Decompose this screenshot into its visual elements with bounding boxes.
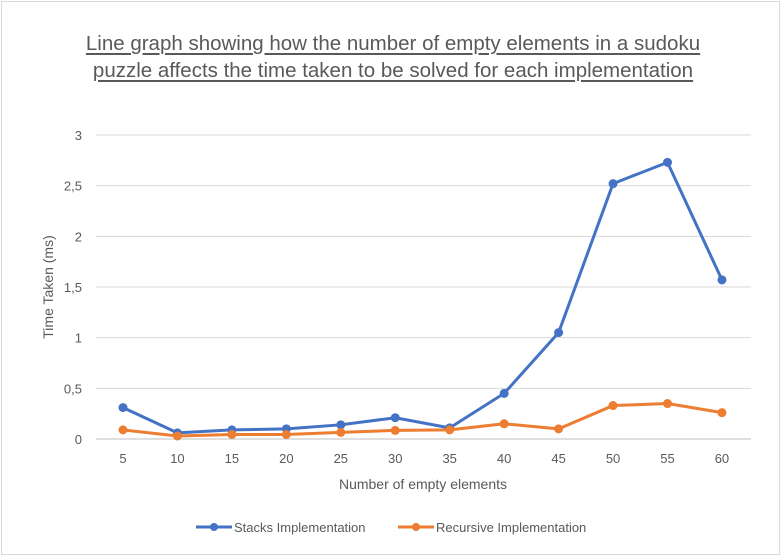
x-tick-label: 5: [119, 451, 126, 466]
y-axis-label: Time Taken (ms): [40, 235, 56, 338]
data-point: [390, 413, 400, 423]
x-tick-label: 60: [715, 451, 729, 466]
y-tick-label: 1: [75, 331, 82, 346]
x-tick-label: 10: [170, 451, 184, 466]
data-point: [390, 425, 400, 435]
y-tick-label: 0,5: [64, 381, 82, 396]
y-tick-label: 2: [75, 229, 82, 244]
legend-item: Stacks Implementation: [196, 520, 366, 535]
series-line: [121, 160, 724, 435]
x-tick-label: 55: [660, 451, 674, 466]
data-point: [663, 399, 672, 409]
gridlines: [96, 134, 751, 440]
legend-marker: [412, 523, 420, 531]
data-point: [118, 425, 128, 435]
series-line: [121, 402, 724, 438]
x-tick-label: 50: [606, 451, 620, 466]
y-tick-label: 2,5: [64, 179, 82, 194]
legend-label: Stacks Implementation: [234, 520, 366, 535]
y-tick-label: 1,5: [64, 280, 82, 295]
data-point: [118, 403, 128, 413]
data-point: [336, 420, 346, 430]
data-point: [554, 328, 564, 338]
x-tick-label: 25: [334, 451, 348, 466]
legend: Stacks Implementation Recursive Implement…: [196, 520, 586, 535]
y-axis-ticks: 0 0,5 1 1,5 2 2,5 3: [64, 128, 82, 447]
x-axis-label: Number of empty elements: [339, 476, 507, 492]
data-point: [608, 401, 618, 411]
x-tick-label: 20: [279, 451, 293, 466]
x-tick-label: 40: [497, 451, 511, 466]
data-point: [717, 408, 727, 418]
legend-marker: [210, 523, 218, 531]
data-point: [608, 179, 618, 189]
data-point: [172, 431, 182, 441]
legend-item: Recursive Implementation: [398, 520, 586, 535]
data-point: [499, 388, 509, 398]
series-recursive: [118, 399, 727, 441]
series-lines: [118, 157, 727, 441]
y-tick-label: 3: [75, 128, 82, 143]
data-point: [227, 429, 237, 439]
data-point: [445, 425, 455, 435]
x-tick-label: 35: [442, 451, 456, 466]
x-tick-label: 30: [388, 451, 402, 466]
x-tick-label: 45: [551, 451, 565, 466]
x-tick-label: 15: [225, 451, 239, 466]
data-point: [499, 419, 509, 429]
legend-label: Recursive Implementation: [436, 520, 586, 535]
series-stacks: [118, 157, 727, 438]
data-point: [281, 429, 291, 439]
data-point: [717, 275, 727, 285]
data-point: [336, 427, 346, 437]
x-axis-ticks: 5 10 15 20 25 30 35 40 45 50 55 60: [119, 451, 729, 466]
data-point: [663, 157, 672, 167]
data-point: [554, 424, 564, 434]
y-tick-label: 0: [75, 432, 82, 447]
chart-title: Line graph showing how the number of emp…: [85, 32, 701, 82]
